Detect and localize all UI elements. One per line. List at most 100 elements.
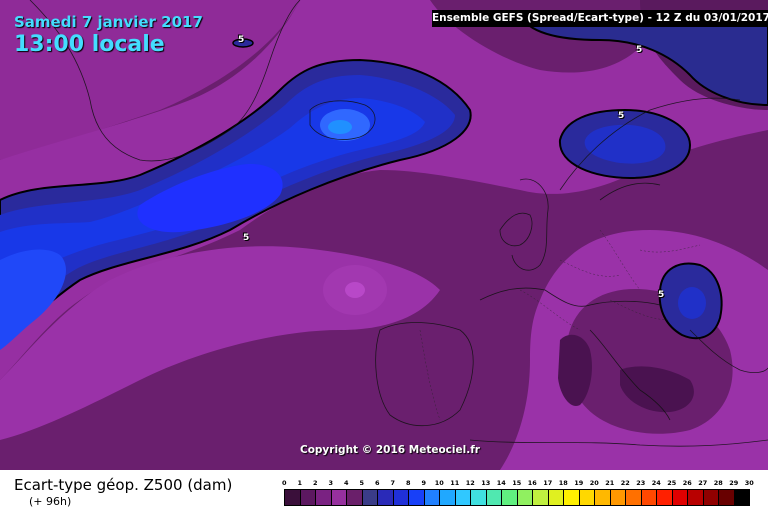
legend-swatch: [299, 489, 316, 506]
legend-swatch: [640, 489, 657, 506]
border-spain-portugal: [419, 329, 441, 421]
legend-swatch: [702, 489, 719, 506]
legend-swatch: [563, 489, 580, 506]
spread-zone-northwest: [0, 0, 300, 160]
legend-tick-label: 3: [328, 479, 334, 487]
coast-iceland: [309, 100, 376, 140]
legend-tick-label: 27: [698, 479, 708, 487]
contour-label: 5: [238, 35, 245, 45]
model-run-banner: Ensemble GEFS (Spread/Ecart-type) - 12 Z…: [432, 10, 768, 27]
valid-time-label: 13:00 locale: [14, 32, 165, 57]
legend-swatch: [485, 489, 502, 506]
legend-swatch: [532, 489, 549, 506]
legend-tick-label: 29: [729, 479, 739, 487]
legend-tick-label: 6: [374, 479, 380, 487]
legend-swatch: [408, 489, 425, 506]
legend-tick-label: 30: [744, 479, 754, 487]
legend-swatch: [594, 489, 611, 506]
country-borders: [419, 229, 701, 421]
borders-central-europe: [519, 229, 701, 331]
legend-swatch: [284, 489, 301, 506]
legend-tick-label: 15: [512, 479, 522, 487]
contour-label: 5: [636, 45, 643, 55]
legend-swatch: [454, 489, 471, 506]
valid-date-label: Samedi 7 janvier 2017: [14, 13, 203, 31]
legend-tick-label: 20: [589, 479, 599, 487]
legend-swatch: [377, 489, 394, 506]
legend-tick-label: 19: [574, 479, 584, 487]
coast-greenland: [29, 0, 301, 162]
legend-tick-label: 18: [558, 479, 568, 487]
legend-swatch: [346, 489, 363, 506]
legend-tick-label: 24: [651, 479, 661, 487]
spread-core-iceland-max: [328, 120, 352, 134]
spread-core-scandinavia: [584, 124, 666, 164]
legend-swatch: [718, 489, 735, 506]
legend-tick-label: 11: [450, 479, 460, 487]
spread-core-atlantic: [137, 164, 283, 233]
spread-core-balkans: [678, 287, 706, 319]
spread-zone-north: [0, 0, 768, 380]
legend-tick-label: 1: [297, 479, 303, 487]
legend-swatch: [671, 489, 688, 506]
coast-iberia: [375, 322, 474, 427]
legend-swatch: [330, 489, 347, 506]
contour-label: 5: [618, 111, 625, 121]
legend-tick-label: 10: [434, 479, 444, 487]
spread-zone-biscay-core: [345, 282, 365, 298]
legend-swatch: [733, 489, 750, 506]
coastlines: [29, 0, 768, 447]
legend-tick-label: 13: [481, 479, 491, 487]
legend-tick-label: 7: [390, 479, 396, 487]
legend-swatch: [361, 489, 378, 506]
legend-swatch: [423, 489, 440, 506]
lead-time-label: (+ 96h): [29, 495, 72, 508]
spread-spot-greenland: [232, 38, 254, 48]
legend-swatch: [625, 489, 642, 506]
color-scale-legend: 0 1 2 3 4 5 6 7 8 9 10 11 12 13 14 15 16 17 18 19 20 21 22 23 24…: [282, 479, 754, 507]
legend-swatch: [392, 489, 409, 506]
spread-core-west: [0, 249, 66, 350]
contour-label: 5: [658, 290, 665, 300]
legend-swatch: [470, 489, 487, 506]
coast-italy: [589, 329, 671, 421]
coast-france-north: [479, 287, 661, 307]
legend-swatch: [516, 489, 533, 506]
parameter-label: Ecart-type géop. Z500 (dam): [14, 476, 233, 494]
copyright-notice: Copyright © 2016 Meteociel.fr: [300, 444, 480, 456]
coast-ireland: [499, 212, 533, 247]
legend-tick-label: 26: [682, 479, 692, 487]
spread-map: Samedi 7 janvier 2017 13:00 locale Ensem…: [0, 0, 768, 470]
legend-swatch: [687, 489, 704, 506]
legend-tick-label: 2: [312, 479, 318, 487]
legend-tick-label: 21: [605, 479, 615, 487]
coast-britain: [511, 178, 549, 271]
legend-swatch: [547, 489, 564, 506]
legend-tick-label: 22: [620, 479, 630, 487]
coast-scandinavia: [559, 97, 741, 201]
legend-tick-label: 14: [496, 479, 506, 487]
legend-swatch: [439, 489, 456, 506]
legend-tick-label: 12: [465, 479, 475, 487]
legend-tick-label: 23: [636, 479, 646, 487]
spread-band-northeast: [518, 14, 768, 107]
legend-tick-label: 0: [281, 479, 287, 487]
legend-swatch: [501, 489, 518, 506]
spread-zone-ionian: [620, 366, 694, 413]
coast-greece: [689, 329, 768, 374]
contour-label: 5: [243, 233, 250, 243]
map-canvas: [0, 0, 768, 470]
legend-swatch: [578, 489, 595, 506]
legend-swatch: [656, 489, 673, 506]
legend-tick-label: 5: [359, 479, 365, 487]
legend-tick-label: 8: [405, 479, 411, 487]
legend-tick-label: 16: [527, 479, 537, 487]
legend-tick-label: 4: [343, 479, 349, 487]
legend-tick-label: 9: [421, 479, 427, 487]
legend-tick-label: 28: [713, 479, 723, 487]
legend-tick-label: 17: [543, 479, 553, 487]
legend-swatch: [609, 489, 626, 506]
legend-swatch: [315, 489, 332, 506]
spread-zone-sardinia: [558, 334, 592, 406]
coast-north-africa: [469, 439, 768, 447]
